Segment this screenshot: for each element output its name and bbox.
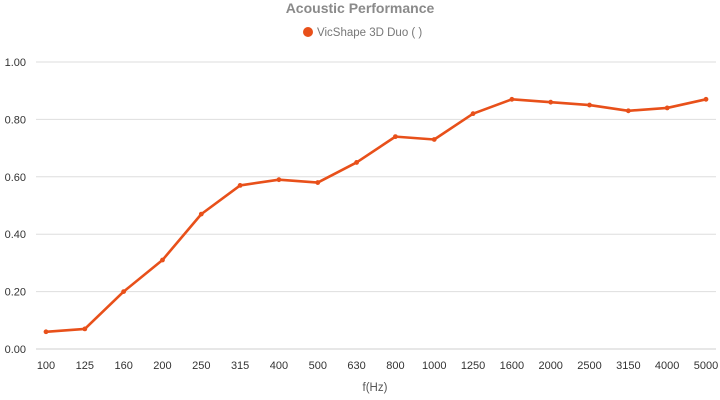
data-point: [470, 111, 476, 117]
x-tick-label: 500: [309, 360, 327, 372]
x-tick-label: 1250: [461, 360, 485, 372]
x-axis-title: f(Hz): [363, 382, 388, 394]
data-point: [431, 137, 437, 142]
data-point: [315, 180, 321, 185]
y-tick-label: 0.80: [5, 114, 26, 126]
x-tick-label: 250: [192, 360, 210, 372]
y-tick-label: 0.00: [5, 344, 26, 356]
x-tick-label: 100: [37, 360, 55, 372]
y-tick-label: 1.00: [5, 57, 26, 69]
data-point: [198, 211, 204, 217]
data-point: [393, 134, 398, 140]
x-tick-label: 400: [270, 360, 288, 372]
data-point: [354, 160, 359, 165]
data-point: [276, 177, 282, 183]
x-tick-label: 160: [114, 360, 132, 372]
legend: VicShape 3D Duo ( ): [303, 27, 422, 39]
data-point: [664, 105, 670, 111]
legend-label: VicShape 3D Duo ( ): [317, 27, 422, 39]
y-tick-label: 0.20: [5, 287, 26, 299]
data-point: [43, 329, 49, 335]
data-point: [121, 289, 127, 294]
data-point: [160, 257, 165, 263]
data-point: [625, 108, 631, 114]
x-tick-label: 630: [347, 360, 365, 372]
data-point: [587, 102, 592, 108]
y-axis: 0.00 0.20 0.40 0.60 0.80 1.00: [5, 57, 26, 356]
x-tick-label: 5000: [694, 360, 718, 372]
data-point: [509, 96, 515, 102]
y-tick-label: 0.60: [5, 172, 26, 184]
x-tick-label: 2000: [538, 360, 562, 372]
chart-title: Acoustic Performance: [286, 0, 435, 16]
x-tick-label: 3150: [616, 360, 640, 372]
grid: [36, 61, 716, 350]
x-tick-label: 1600: [500, 360, 524, 372]
legend-marker: [303, 27, 313, 37]
x-tick-label: 4000: [655, 360, 679, 372]
data-point: [703, 96, 709, 102]
data-point: [548, 99, 554, 105]
x-tick-label: 2500: [577, 360, 601, 372]
series: [43, 96, 709, 335]
x-tick-label: 800: [386, 360, 404, 372]
x-tick-label: 1000: [422, 360, 446, 372]
y-tick-label: 0.40: [5, 229, 26, 241]
series-line: [44, 98, 708, 334]
x-axis: 100 125 160 200 250 315 400 500 630 800 1000 1250 16…: [37, 360, 718, 372]
x-tick-label: 200: [153, 360, 171, 372]
data-point: [237, 183, 243, 188]
x-tick-label: 125: [76, 360, 94, 372]
data-point: [82, 326, 88, 332]
x-tick-label: 315: [231, 360, 249, 372]
